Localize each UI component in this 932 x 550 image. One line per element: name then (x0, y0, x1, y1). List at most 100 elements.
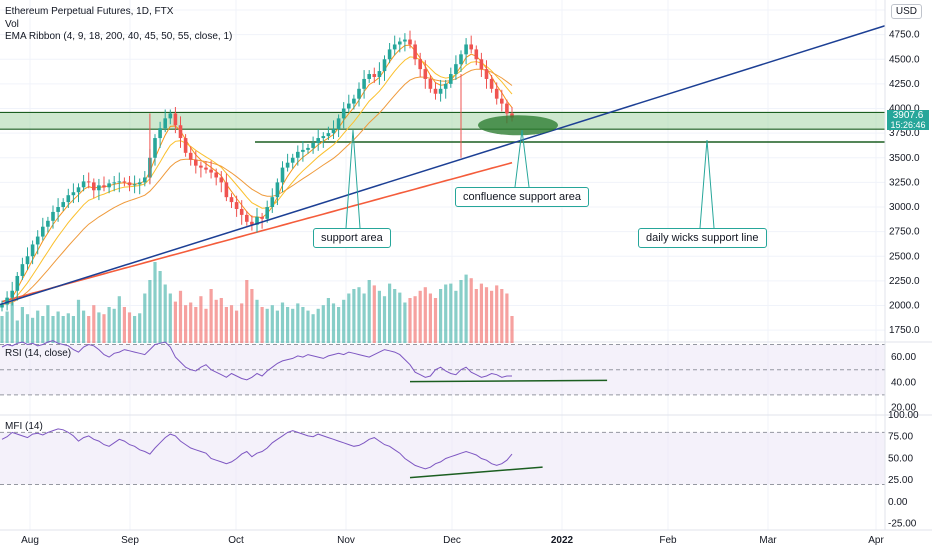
candle-body (46, 220, 50, 227)
candle-body (209, 169, 213, 173)
candle-body (382, 59, 387, 72)
candle-body (489, 78, 494, 89)
volume-bar (403, 302, 407, 343)
candle-body (336, 118, 341, 130)
candle-body (107, 183, 111, 188)
volume-bar (347, 293, 351, 343)
candle-body (500, 98, 504, 104)
price-axis: 1750.0 2000.0 2250.0 2500.0 2750.0 3000.0 3250… (884, 0, 920, 530)
candle-body (418, 59, 422, 70)
confluence-support-label[interactable]: confluence support area (455, 187, 590, 207)
rsi-tick-label: 20.00 (891, 402, 916, 413)
candle-body (255, 216, 259, 225)
volume-bar (138, 313, 142, 343)
candle-body (428, 78, 433, 89)
price-tick-label: 2500.0 (889, 251, 920, 262)
daily-wicks-label[interactable]: daily wicks support line (638, 228, 767, 248)
candle-body (464, 44, 468, 55)
volume-bar (398, 292, 402, 343)
confluence-ellipse (478, 115, 558, 136)
rsi-trendline (409, 379, 608, 383)
volume-bar (204, 308, 208, 343)
volume-bar (31, 317, 35, 343)
candle-body (387, 49, 392, 60)
volume-bar (245, 280, 249, 343)
volume-bar (352, 289, 356, 343)
support-zone-band (0, 112, 885, 130)
candle-body (41, 226, 45, 237)
volume-bar (5, 311, 9, 343)
candle-body (357, 88, 361, 99)
volume-bar (439, 289, 443, 343)
mfi-trendline (409, 466, 543, 479)
candle-body (66, 195, 71, 203)
volume-bar (291, 308, 295, 343)
candle-body (280, 167, 285, 183)
ascending-trendline (0, 25, 886, 306)
rsi-series (1, 340, 512, 381)
confluence-pointer (514, 129, 530, 188)
volume-bar (214, 299, 218, 343)
volume-bar (168, 293, 172, 343)
candle-body (494, 88, 499, 99)
volume-bar (459, 280, 463, 343)
currency-selector[interactable]: USD (890, 4, 922, 19)
rsi-line (1, 340, 608, 383)
volume-bar (250, 289, 254, 343)
volume-bar (372, 285, 376, 343)
candle-body (25, 256, 30, 265)
price-tick-label: 2250.0 (889, 276, 920, 287)
volume-bar (316, 308, 320, 343)
volume-bar (51, 316, 55, 343)
candle-body (321, 136, 326, 139)
vol-legend: Vol (5, 19, 19, 30)
candle-body (479, 59, 484, 70)
last-price-tag: 3907.6 15:26:46 (887, 110, 929, 130)
price-tick-label: 4500.0 (889, 54, 920, 65)
candle-body (0, 304, 4, 308)
volume-bar (178, 290, 183, 343)
price-tick-label: 2000.0 (889, 301, 920, 312)
time-tick-label: 2022 (551, 535, 574, 546)
candle-body (20, 264, 25, 276)
volume-bar (122, 307, 126, 343)
candle-body (331, 129, 336, 134)
volume-bar (133, 316, 137, 343)
candle-body (214, 172, 218, 178)
volume-bar (112, 308, 116, 343)
candle-body (194, 159, 198, 166)
volume-bar (102, 314, 106, 343)
volume-bar (87, 316, 91, 343)
volume-bar (510, 316, 514, 343)
candle-body (449, 74, 453, 84)
mfi-tick-label: 25.00 (888, 475, 913, 486)
candle-body (443, 83, 448, 89)
candle-body (311, 142, 315, 148)
volume-bar (321, 305, 325, 343)
mfi-line (1, 428, 543, 479)
volume-bar (393, 289, 397, 343)
candle-body (51, 211, 55, 221)
candle-body (377, 71, 382, 77)
price-tick-label: 3750.0 (889, 128, 920, 139)
candle-body (127, 182, 132, 186)
volume-bar (280, 302, 285, 343)
volume-bar (148, 280, 152, 343)
candle-body (35, 236, 40, 245)
candle-body (250, 221, 254, 225)
volume-bar (423, 287, 427, 343)
volume-bar (0, 316, 4, 343)
volume-bar (479, 283, 483, 343)
volume-bar (357, 287, 361, 343)
candlesticks (0, 30, 514, 312)
candle-body (239, 208, 244, 215)
candle-body (367, 74, 371, 79)
rsi-legend: RSI (14, close) (5, 348, 72, 359)
volume-bar (331, 303, 336, 343)
mfi-series (1, 428, 513, 470)
candle-body (224, 182, 229, 198)
time-tick-label: Mar (759, 535, 777, 546)
support-area-label[interactable]: support area (313, 228, 391, 248)
volume-bar (82, 310, 86, 343)
